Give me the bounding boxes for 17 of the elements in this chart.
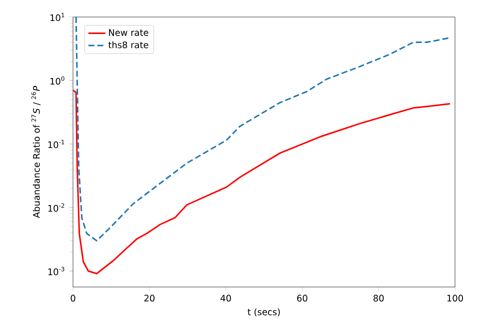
line-series [73, 90, 451, 274]
x-tick-label: 0 [70, 294, 76, 302]
y-tick-label: 10$^{1}$ [50, 12, 64, 22]
x-axis-title: t (secs) [248, 308, 280, 316]
legend-label: New rate [109, 29, 148, 36]
y-tick-label: 10$^{0}$ [50, 76, 64, 85]
x-tick-label: 100 [447, 294, 463, 302]
x-tick-label: 40 [220, 294, 231, 302]
y-tick-label: 10$^{-2}$ [48, 203, 64, 212]
legend-label: ths8 rate [108, 41, 148, 48]
line-series [75, 17, 451, 242]
y-axis-title: Abuandance Ratio of $^{27}$S / $^{26}$P [31, 86, 41, 218]
x-tick-label: 20 [144, 294, 155, 302]
x-tick-label: 80 [374, 294, 384, 302]
x-tick-label: 60 [297, 294, 308, 302]
y-tick-label: 10$^{-1}$ [48, 140, 64, 148]
y-tick-label: 10$^{-3}$ [48, 266, 64, 276]
